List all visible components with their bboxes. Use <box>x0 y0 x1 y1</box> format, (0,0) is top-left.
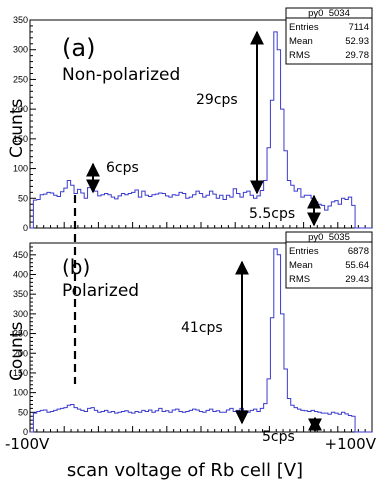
panel-a-stats-mean-key: Mean <box>289 36 313 47</box>
panel-b-stats-entries-key: Entries <box>289 246 319 257</box>
panel-b-condition: Polarized <box>62 281 139 301</box>
panel-b-stats-entries-value: 6878 <box>348 246 369 257</box>
panel-a-y-tick-label: 250 <box>13 74 28 84</box>
panel-a-y-axis-label: Counts <box>7 99 27 158</box>
panel-b-y-tick-label: 50 <box>18 407 28 417</box>
panel-a-x-axis <box>29 222 373 228</box>
panel-a-stats-rms-value: 29.78 <box>345 50 369 61</box>
panel-a-y-tick-label: 350 <box>13 15 28 25</box>
panel-b-y-tick-label: 350 <box>13 289 28 299</box>
panel-b-y-tick-label: 0 <box>23 427 28 437</box>
panel-b-5cps-label: 5cps <box>262 429 295 445</box>
x-axis-right-label: +100V <box>325 435 377 453</box>
panel-b-y-tick-label: 450 <box>13 250 28 260</box>
panel-b-y-tick-label: 150 <box>13 368 28 378</box>
panel-a-5-5cps-label: 5.5cps <box>249 206 295 222</box>
panel-a-y-tick-label: 50 <box>18 193 28 203</box>
panel-b-y-tick-label: 300 <box>13 309 28 319</box>
panel-b-y-tick-label: 200 <box>13 348 28 358</box>
panel-b-stats-rms-value: 29.43 <box>345 274 369 285</box>
panel-a-y-tick-label: 100 <box>13 164 28 174</box>
panel-a-y-tick-label: 0 <box>23 223 28 233</box>
panel-a-y-tick-label: 300 <box>13 45 28 55</box>
panel-b-y-tick-label: 400 <box>13 270 28 280</box>
panel-a-y-tick-label: 200 <box>13 104 28 114</box>
panel-a-stats-frame <box>285 7 373 65</box>
panel-b-y-axis: 0 50 100 150 200 250 300 350 400 450 <box>13 242 36 437</box>
panel-b: 0 50 100 150 200 250 300 350 400 450 (b) Polarize… <box>7 231 373 445</box>
panel-a-stats-entries-value: 7114 <box>349 22 369 33</box>
panel-b-stats-mean-key: Mean <box>289 260 313 271</box>
panel-b-y-tick-label: 100 <box>13 388 28 398</box>
panel-a-stats-mean-value: 52.93 <box>345 36 369 47</box>
panel-b-histogram-line <box>30 248 372 433</box>
panel-a-y-axis: 0 50 100 150 200 250 300 350 <box>13 15 36 233</box>
panel-b-stats-rms-key: RMS <box>289 274 310 285</box>
panel-b-y-tick-label: 250 <box>13 329 28 339</box>
panel-a-6cps-label: 6cps <box>106 160 139 176</box>
panel-b-stats-name: py0_5035 <box>308 232 350 243</box>
panel-a-29cps-label: 29cps <box>196 92 238 108</box>
panel-b-41cps-label: 41cps <box>181 320 223 336</box>
panel-a-stats-entries-key: Entries <box>289 22 319 33</box>
x-axis-title: scan voltage of Rb cell [V] <box>67 460 303 481</box>
panel-a-label: (a) <box>62 34 95 62</box>
x-axis-left-label: -100V <box>5 435 50 453</box>
panel-a-condition: Non-polarized <box>62 65 180 85</box>
panel-b-y-axis-label: Counts <box>7 322 27 381</box>
panel-a-stats-rms-key: RMS <box>289 50 310 61</box>
panel-b-stats-frame <box>285 231 373 289</box>
panel-a-y-tick-label: 150 <box>13 134 28 144</box>
panel-b-x-axis <box>29 426 373 432</box>
panel-b-stats-mean-value: 55.64 <box>345 260 369 271</box>
panel-b-label: (b) <box>62 255 90 279</box>
panel-b-stats-box: py0_5035 Entries 6878 Mean 55.64 RMS 29.… <box>285 231 373 289</box>
panel-a-stats-name: py0_5034 <box>308 8 350 19</box>
panel-a-stats-box: py0_5034 Entries 7114 Mean 52.93 RMS 29.… <box>285 7 373 65</box>
